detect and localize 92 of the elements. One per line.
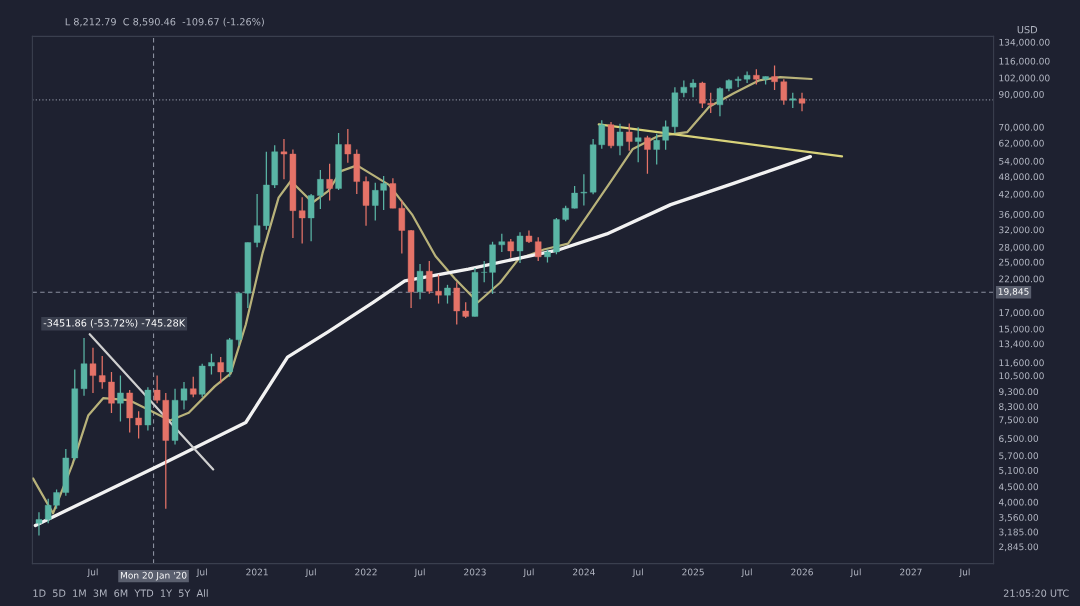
x-tick-label: Jul — [87, 568, 98, 578]
x-tick-label: Jul — [959, 568, 970, 578]
y-tick-label: 22,000.00 — [999, 275, 1044, 284]
y-tick-label: 62,000.00 — [999, 139, 1044, 148]
x-tick-label: 2022 — [355, 568, 377, 576]
x-tick-label: Jul — [414, 568, 425, 578]
y-tick-label: 42,000.00 — [998, 190, 1044, 199]
candlestick — [435, 274, 442, 305]
candlestick — [135, 410, 142, 440]
y-tick-label: 134,000.00 — [999, 38, 1050, 47]
candlestick — [426, 260, 433, 295]
candlestick — [453, 281, 460, 326]
x-tick-label: Jul — [850, 568, 861, 578]
y-tick-label: 90,000.00 — [999, 90, 1044, 99]
y-tick-label: 25,000.00 — [999, 258, 1044, 267]
ref-line-label: Mon 20 Jan '20 — [120, 571, 187, 581]
x-tick-label: 2027 — [900, 568, 922, 576]
text: 21:05:20 UTC — [1003, 589, 1069, 597]
y-tick-label: 6,500.00 — [999, 435, 1039, 443]
candlestick — [416, 263, 424, 300]
y-tick-label: 9,300.00 — [999, 388, 1039, 396]
candlestick — [35, 511, 43, 537]
x-tick-label: Jul — [305, 568, 316, 578]
x-tick-label: Jul — [741, 568, 752, 578]
candlestick — [344, 128, 352, 164]
y-tick-label: 3,560.00 — [999, 514, 1039, 522]
candlestick — [444, 284, 451, 305]
candlestick — [662, 119, 669, 151]
candlestick — [117, 374, 124, 423]
y-tick-label: 28,000.00 — [999, 243, 1044, 252]
candlestick — [644, 135, 651, 175]
y-tick-label: 4,500.00 — [998, 483, 1039, 492]
y-tick-label: 102,000.00 — [999, 74, 1050, 83]
y-tick-label: 5,100.00 — [999, 466, 1039, 475]
candlestick — [108, 371, 115, 414]
candlestick — [771, 64, 778, 91]
text: L 8,212.79 C 8,590.46 -109.67 (-1.26%) — [65, 17, 264, 27]
x-tick-label: Jul — [196, 568, 207, 578]
x-tick-label: 2026 — [791, 568, 813, 576]
y-tick-label: 70,000.00 — [999, 123, 1044, 132]
annotation: -3451.86 (-53.72%) -745.28K — [43, 319, 186, 328]
candlestick — [481, 260, 488, 283]
candlestick — [89, 347, 97, 394]
ref-line-label: 19,845 — [998, 288, 1029, 296]
candlestick — [498, 233, 505, 253]
candlestick — [653, 133, 660, 166]
y-tick-label: 54,000.00 — [999, 157, 1044, 166]
y-tick-label: 10,500.00 — [999, 372, 1044, 381]
y-tick-label: 13,400.00 — [999, 340, 1044, 349]
x-tick-label: 2025 — [682, 568, 704, 576]
y-tick-label: 15,000.00 — [999, 325, 1044, 334]
candlestick — [516, 231, 524, 264]
candlestick — [99, 355, 106, 390]
y-tick-label: 4,000.00 — [998, 498, 1039, 507]
candlestick — [507, 238, 514, 259]
x-tick-label: Jul — [632, 568, 643, 578]
candlestick — [217, 356, 224, 384]
candlestick — [616, 123, 624, 156]
y-tick-label: 116,000.00 — [999, 57, 1050, 66]
candlestick — [326, 163, 333, 202]
candlestick — [253, 193, 261, 248]
y-tick-label: 48,000.00 — [998, 173, 1044, 182]
candlestick — [798, 92, 806, 112]
y-tick-label: 8,300.00 — [999, 403, 1039, 411]
x-tick-label: 2024 — [573, 568, 595, 576]
candlestick — [535, 236, 542, 262]
y-tick-label: 17,000.00 — [999, 309, 1044, 317]
candlestick — [190, 376, 197, 398]
y-tick-label: 7,500.00 — [999, 416, 1039, 425]
candlestick — [317, 169, 324, 210]
y-axis-title: USD — [1017, 25, 1038, 34]
candlestick — [571, 185, 578, 210]
y-tick-label: 3,185.00 — [999, 528, 1039, 537]
candlestick — [607, 121, 615, 149]
line-series — [33, 154, 813, 528]
y-tick-label: 32,000.00 — [999, 226, 1044, 235]
x-tick-label: 2021 — [246, 568, 268, 576]
candlestick — [689, 78, 697, 98]
candlestick — [307, 193, 315, 242]
candlestick — [780, 78, 788, 106]
y-tick-label: 11,600.00 — [999, 359, 1044, 368]
x-tick-label: Jul — [523, 568, 534, 578]
candlestick — [208, 353, 215, 376]
x-tick-label: 2023 — [464, 568, 486, 576]
y-tick-label: 36,000.00 — [999, 210, 1044, 219]
candlestick — [634, 126, 642, 163]
candlestick — [298, 196, 306, 245]
y-tick-label: 5,700.00 — [999, 452, 1039, 461]
y-tick-label: 2,845.00 — [999, 543, 1039, 552]
candlestick — [362, 175, 370, 227]
candlestick — [626, 122, 633, 152]
text: 1D 5D 1M 3M 6M YTD 1Y 5Y All — [33, 589, 208, 597]
